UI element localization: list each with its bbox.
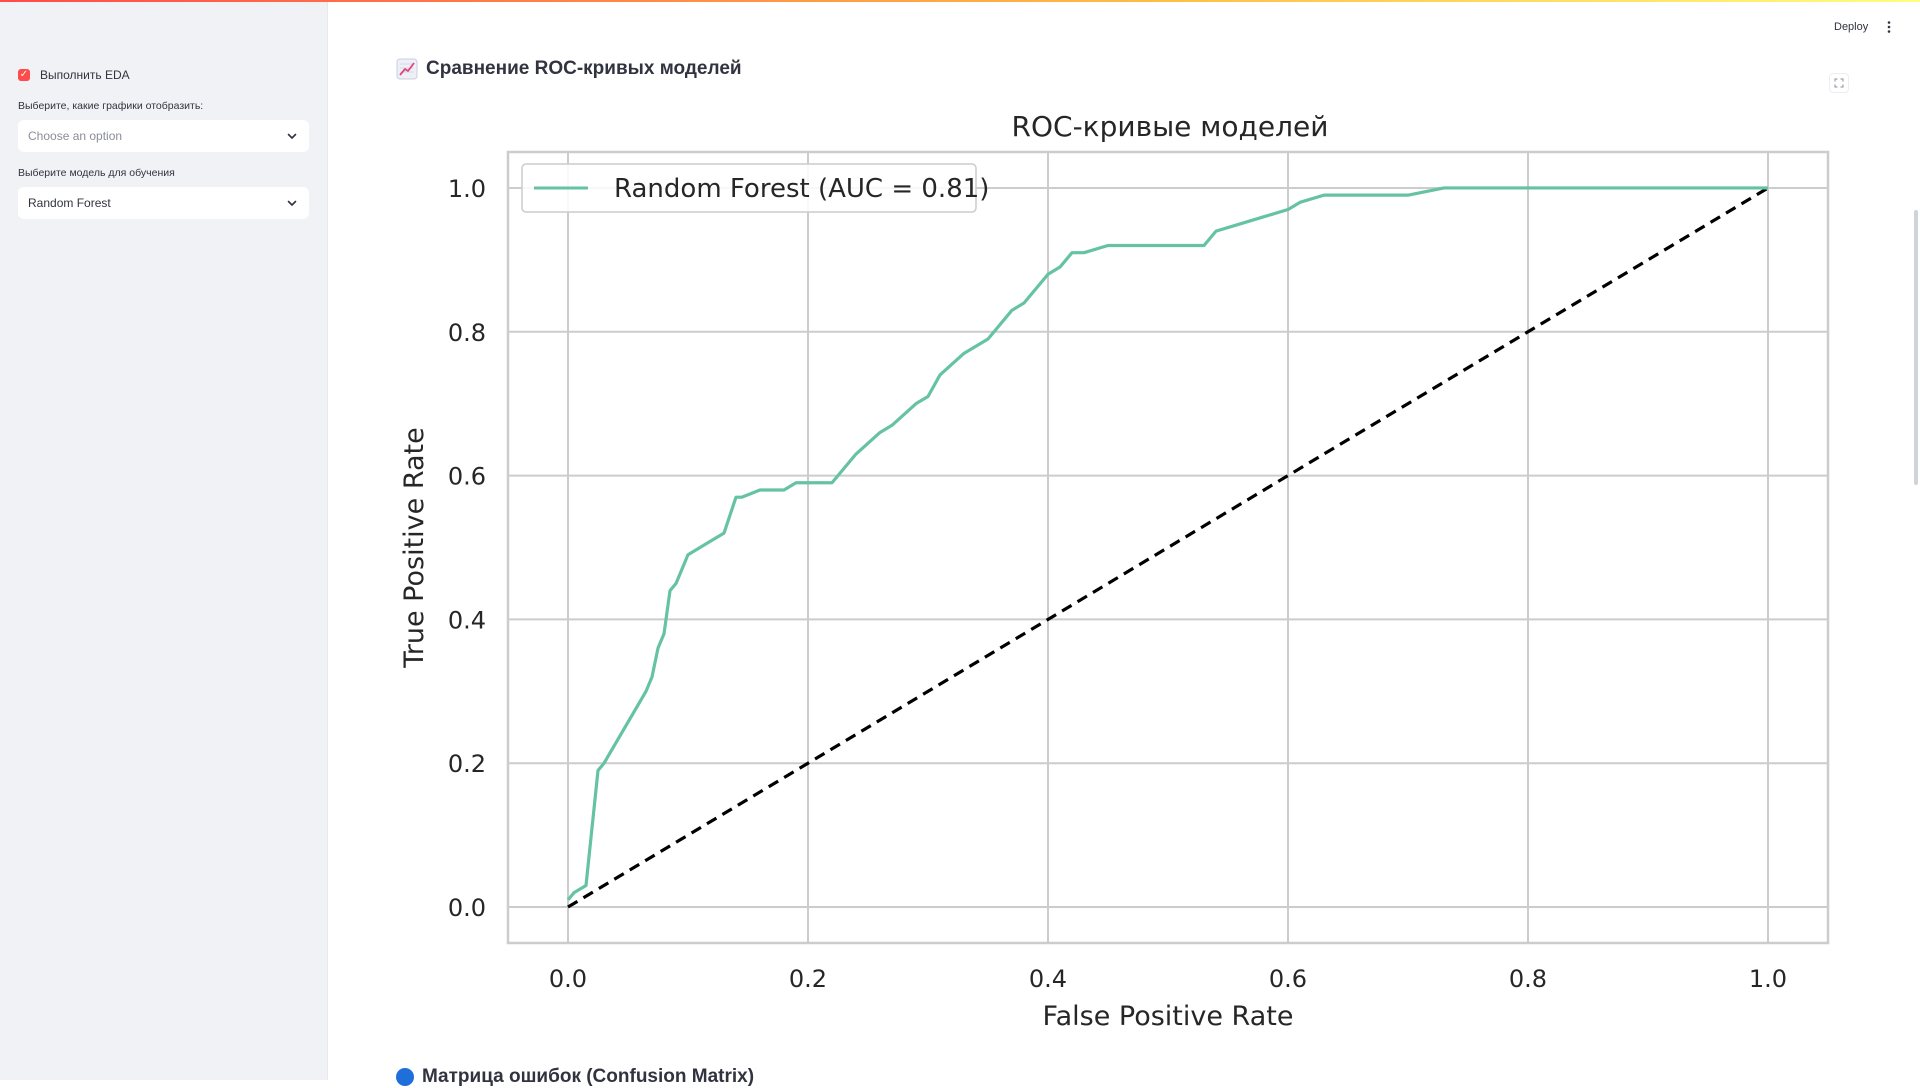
fullscreen-button[interactable]: [1829, 73, 1849, 93]
blue-circle-icon: [396, 1068, 414, 1086]
y-tick-label: 0.8: [448, 319, 486, 347]
series-line-random-forest: [566, 186, 1768, 901]
eda-checkbox[interactable]: ✓: [18, 69, 30, 81]
chevron-down-icon: [287, 133, 297, 139]
model-select[interactable]: Random Forest: [18, 187, 309, 219]
next-section-title: Матрица ошибок (Confusion Matrix): [396, 1066, 754, 1088]
main-menu-icon[interactable]: [1886, 20, 1892, 34]
grid: [508, 152, 1828, 943]
plots-multiselect[interactable]: Choose an option: [18, 120, 309, 152]
deploy-button[interactable]: Deploy: [1834, 21, 1869, 33]
x-tick-label: 0.4: [1029, 965, 1067, 993]
x-tick-label: 0.2: [789, 965, 827, 993]
next-section-title-text: Матрица ошибок (Confusion Matrix): [422, 1066, 755, 1087]
y-tick-label: 0.6: [448, 463, 486, 491]
fullscreen-icon: [1834, 78, 1844, 88]
chart-title: ROC-кривые моделей: [1012, 110, 1329, 143]
top-accent-bar: [0, 0, 1920, 2]
x-tick-label: 0.8: [1509, 965, 1547, 993]
y-tick-label: 1.0: [448, 175, 486, 203]
legend-box: [521, 163, 977, 213]
model-select-value: Random Forest: [28, 196, 111, 210]
x-tick-label: 0.0: [549, 965, 587, 993]
section-title: Сравнение ROC-кривых моделей: [396, 58, 742, 80]
x-axis-label: False Positive Rate: [1043, 1001, 1294, 1032]
plots-select-label: Выберите, какие графики отобразить:: [18, 100, 204, 112]
model-select-label: Выберите модель для обучения: [18, 167, 175, 179]
axis-ticks: 0.0 0.2 0.4 0.6 0.8 1.0 0.0 0.2 0.4 0.6 0.8 1.0: [448, 175, 1787, 993]
eda-checkbox-label: Выполнить EDA: [40, 68, 130, 82]
legend-label-random-forest: Random Forest (AUC = 0.81): [614, 174, 989, 204]
x-tick-label: 0.6: [1269, 965, 1307, 993]
sidebar: ✓ Выполнить EDA Выберите, какие графики …: [0, 2, 328, 1080]
chevron-down-icon: [287, 200, 297, 206]
series-line-random-guess: [567, 186, 1769, 909]
section-title-text: Сравнение ROC-кривых моделей: [426, 58, 742, 79]
y-tick-label: 0.2: [448, 750, 486, 778]
legend: Random Forest (AUC = 0.81): [521, 163, 989, 213]
roc-chart: ROC-кривые моделей 0.0 0.2 0.4 0.6 0.8 1.00.0…: [399, 110, 1830, 1032]
eda-checkbox-row[interactable]: ✓ Выполнить EDA: [18, 68, 130, 82]
chart-increasing-icon: [396, 58, 418, 80]
y-tick-label: 0.0: [448, 894, 486, 922]
x-tick-label: 1.0: [1749, 965, 1787, 993]
plots-placeholder: Choose an option: [28, 129, 123, 143]
y-axis-label: True Positive Rate: [399, 427, 430, 669]
series: [566, 186, 1769, 909]
plot-frame: [506, 150, 1830, 945]
y-tick-label: 0.4: [448, 606, 486, 634]
page-scrollbar[interactable]: [1914, 210, 1918, 485]
